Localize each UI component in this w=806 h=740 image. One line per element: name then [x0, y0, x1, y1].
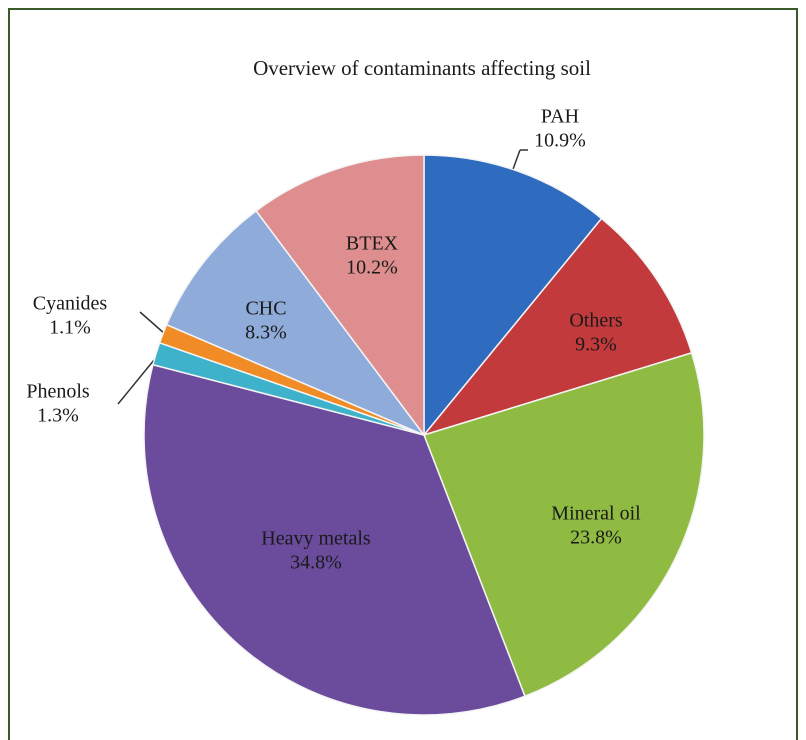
pie-slice	[423, 154, 603, 438]
slice-label: PAH	[541, 106, 579, 128]
slice-value-label: 1.3%	[37, 405, 79, 427]
slice-value-label: 34.8%	[290, 552, 342, 574]
leader-line	[511, 149, 521, 173]
pie-slice	[421, 217, 693, 437]
slice-value-label: 1.1%	[49, 317, 91, 339]
slice-label: Mineral oil	[551, 503, 641, 525]
slice-label: Phenols	[26, 381, 90, 403]
slice-label: Heavy metals	[261, 528, 371, 550]
slice-label: Others	[569, 310, 623, 332]
slice-label: Cyanides	[33, 293, 108, 315]
slice-value-label: 23.8%	[570, 527, 622, 549]
chart-title: Overview of contaminants affecting soil	[253, 56, 591, 80]
pie-slice	[165, 209, 427, 437]
slice-label: CHC	[245, 298, 286, 320]
slice-label: BTEX	[346, 233, 399, 255]
pie-slice	[143, 363, 526, 716]
slice-value-label: 9.3%	[575, 334, 617, 356]
slice-value-label: 10.9%	[534, 130, 586, 152]
leader-line	[117, 359, 155, 405]
pie-slice	[255, 154, 425, 438]
pie-slice	[423, 351, 705, 698]
leader-line	[139, 311, 166, 335]
slice-value-label: 10.2%	[346, 257, 398, 279]
slice-value-label: 8.3%	[245, 322, 287, 344]
